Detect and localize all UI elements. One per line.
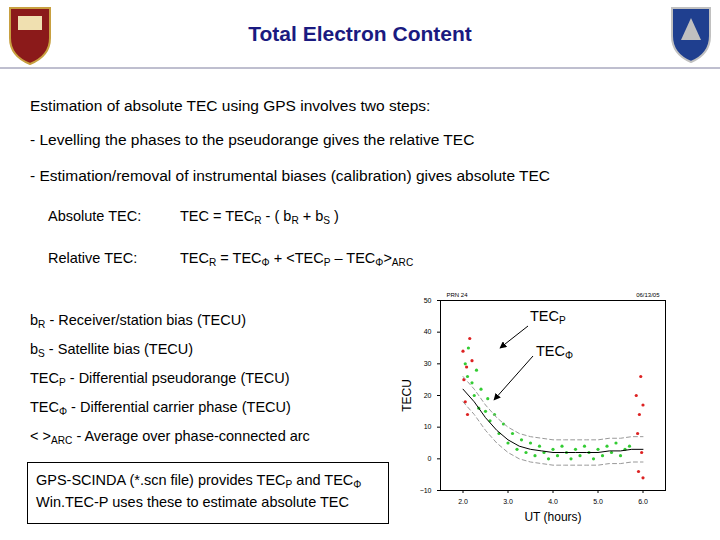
svg-text:30: 30	[424, 360, 432, 367]
svg-text:2.0: 2.0	[458, 498, 468, 505]
html-text:bS- Satellite bias (TECU): bS- Satellite bias (TECU)	[30, 341, 194, 359]
svg-text:6.0: 6.0	[638, 498, 648, 505]
svg-text:UT (hours): UT (hours)	[524, 510, 581, 524]
html-text:GPS-SCINDA (*.scn file) provid: GPS-SCINDA (*.scn file) provides TECPand…	[36, 472, 362, 490]
html-text:- Estimation/removal of instru: - Estimation/removal of instrumental bia…	[30, 167, 550, 184]
svg-text:10: 10	[424, 423, 432, 430]
svg-text:20: 20	[424, 392, 432, 399]
html-text:Estimation of absolute TEC usi: Estimation of absolute TEC using GPS inv…	[30, 97, 431, 114]
html-text:TECP- Differential pseudorange: TECP- Differential pseudorange (TECU)	[30, 370, 290, 388]
html-text:TECΦ- Differential carrier pha: TECΦ- Differential carrier phase (TECU)	[30, 399, 291, 417]
svg-text:−10: −10	[420, 487, 432, 494]
html-text:TEC = TECR- ( bR+ bS): TEC = TECR- ( bR+ bS)	[180, 208, 339, 226]
svg-text:50: 50	[424, 297, 432, 304]
html-text:Absolute TEC:: Absolute TEC:	[48, 208, 142, 224]
html-text:Total Electron Content: Total Electron Content	[248, 22, 472, 45]
svg-text:0: 0	[428, 455, 432, 462]
html-text:bR- Receiver/station bias (TEC: bR- Receiver/station bias (TECU)	[30, 312, 246, 330]
svg-text:40: 40	[424, 328, 432, 335]
html-text:TECR= TECΦ+ <TECP– TECΦ>ARC: TECR= TECΦ+ <TECP– TECΦ>ARC	[180, 250, 414, 268]
svg-text:3.0: 3.0	[503, 498, 513, 505]
html-text:- Levelling the phases to the: - Levelling the phases to the pseudorang…	[30, 131, 475, 148]
html-text:TECΦ: TECΦ	[536, 343, 574, 361]
svg-text:PRN 24: PRN 24	[447, 292, 469, 298]
svg-text:TECU: TECU	[400, 379, 414, 412]
html-text:Relative TEC:: Relative TEC:	[48, 250, 138, 266]
html-text:TECP: TECP	[530, 308, 566, 326]
html-text:< >ARC- Average over phase-con: < >ARC- Average over phase-connected arc	[30, 428, 310, 446]
svg-text:4.0: 4.0	[548, 498, 558, 505]
html-text:Win.TEC-P uses these to estima: Win.TEC-P uses these to estimate absolut…	[36, 494, 349, 510]
svg-text:06/13/05: 06/13/05	[636, 292, 660, 298]
svg-text:5.0: 5.0	[593, 498, 603, 505]
